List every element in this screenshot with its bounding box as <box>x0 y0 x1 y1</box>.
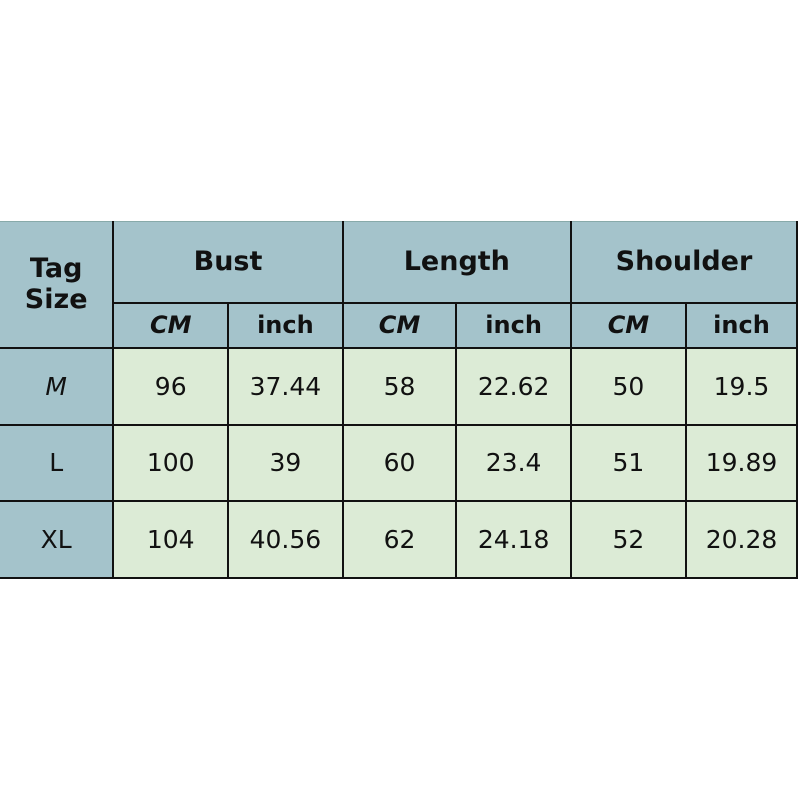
size-cell: M <box>0 346 115 426</box>
bust-header: Bust <box>112 221 344 304</box>
value-cell: 104 <box>112 499 230 579</box>
unit-header: inch <box>455 301 572 349</box>
value-cell: 19.89 <box>684 423 799 502</box>
value-cell: 37.44 <box>227 346 344 426</box>
value-cell: 50 <box>569 346 687 426</box>
value-cell: 19.5 <box>684 346 799 426</box>
value-cell: 60 <box>341 423 458 502</box>
size-chart-table: Tag Size Bust Length Shoulder CM inch CM… <box>0 221 799 579</box>
size-cell: XL <box>0 499 115 579</box>
value-cell: 22.62 <box>455 346 572 426</box>
shoulder-header: Shoulder <box>569 221 799 304</box>
value-cell: 96 <box>112 346 230 426</box>
length-header: Length <box>341 221 572 304</box>
table-row: L 100 39 60 23.4 51 19.89 <box>0 423 799 502</box>
value-cell: 58 <box>341 346 458 426</box>
unit-header: CM <box>341 301 458 349</box>
value-cell: 40.56 <box>227 499 344 579</box>
value-cell: 51 <box>569 423 687 502</box>
table-row: XL 104 40.56 62 24.18 52 20.28 <box>0 499 799 579</box>
unit-header: inch <box>227 301 344 349</box>
value-cell: 62 <box>341 499 458 579</box>
value-cell: 39 <box>227 423 344 502</box>
unit-header: CM <box>112 301 230 349</box>
value-cell: 100 <box>112 423 230 502</box>
unit-header: inch <box>684 301 799 349</box>
table-row: M 96 37.44 58 22.62 50 19.5 <box>0 346 799 426</box>
value-cell: 20.28 <box>684 499 799 579</box>
value-cell: 24.18 <box>455 499 572 579</box>
tag-size-header: Tag Size <box>0 221 115 349</box>
size-cell: L <box>0 423 115 502</box>
unit-header: CM <box>569 301 687 349</box>
value-cell: 23.4 <box>455 423 572 502</box>
value-cell: 52 <box>569 499 687 579</box>
